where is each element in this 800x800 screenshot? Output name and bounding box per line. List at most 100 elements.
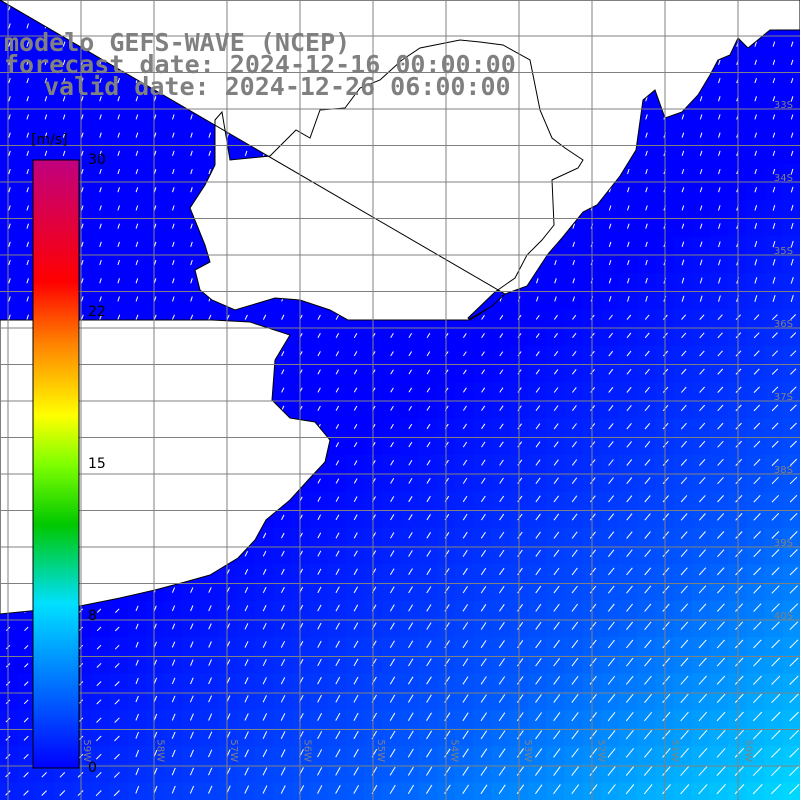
wind-arrow — [172, 150, 175, 156]
wind-arrow — [699, 223, 703, 229]
wind-arrow — [135, 785, 140, 794]
wind-arrow — [534, 784, 543, 795]
wind-arrow — [754, 259, 758, 266]
wind-arrow — [317, 332, 321, 339]
colorbar-tick-15: 15 — [88, 456, 106, 472]
wind-arrow — [407, 712, 414, 721]
wind-arrow — [8, 278, 11, 284]
wind-arrow — [26, 41, 29, 47]
wind-arrow — [699, 277, 703, 284]
wind-arrow — [735, 549, 743, 558]
wind-arrow — [590, 495, 596, 503]
wind-arrow — [789, 476, 798, 485]
wind-arrow — [353, 478, 358, 484]
wind-arrow — [135, 187, 139, 193]
wind-arrow — [172, 114, 175, 120]
wind-arrow — [771, 476, 779, 485]
wind-arrow — [390, 387, 394, 393]
wind-arrow — [99, 114, 102, 120]
wind-arrow — [462, 640, 469, 649]
wind-arrow — [790, 314, 797, 321]
wind-arrow — [571, 748, 579, 758]
wind-arrow — [790, 77, 794, 84]
wind-arrow — [608, 513, 615, 521]
wind-arrow — [481, 387, 486, 393]
wind-arrow — [662, 603, 670, 612]
wind-arrow — [516, 712, 524, 722]
wind-arrow — [608, 423, 614, 430]
wind-arrow — [571, 603, 578, 612]
wind-arrow — [480, 730, 488, 740]
wind-arrow — [498, 585, 505, 594]
wind-arrow — [699, 368, 705, 375]
wind-arrow — [171, 749, 176, 758]
wind-arrow — [681, 150, 685, 156]
wind-arrow — [499, 477, 504, 484]
wind-arrow — [608, 296, 612, 302]
wind-arrow — [462, 730, 469, 740]
wind-arrow — [680, 621, 689, 631]
wind-arrow — [408, 441, 413, 448]
wind-arrow — [462, 513, 468, 521]
wind-arrow — [626, 513, 633, 521]
wind-arrow — [535, 405, 541, 411]
wind-arrow — [426, 694, 432, 703]
wind-arrow — [717, 458, 724, 466]
wind-arrow — [99, 59, 102, 65]
wind-arrow — [608, 332, 613, 339]
wind-arrow — [571, 477, 578, 485]
wind-arrow — [735, 585, 743, 594]
wind-arrow — [790, 41, 794, 47]
wind-arrow — [335, 586, 340, 594]
wind-arrow — [353, 532, 358, 539]
wind-arrow — [462, 351, 467, 357]
wind-arrow — [389, 568, 395, 575]
wind-arrow — [208, 659, 212, 666]
wind-arrow — [498, 784, 506, 795]
wind-arrow — [244, 586, 249, 594]
wind-arrow — [681, 187, 685, 193]
wind-arrow — [317, 712, 323, 721]
wind-arrow — [317, 694, 322, 703]
wind-arrow — [153, 223, 157, 229]
wind-arrow — [680, 458, 688, 466]
wind-arrow — [645, 150, 648, 156]
wind-arrow — [426, 514, 431, 521]
wind-arrow — [481, 459, 486, 466]
wind-arrow — [590, 368, 595, 375]
wind-arrow — [753, 368, 760, 375]
wind-arrow — [390, 405, 394, 411]
wind-arrow — [426, 766, 433, 776]
wind-arrow — [280, 604, 285, 612]
wind-arrow — [317, 622, 322, 630]
wind-arrow — [717, 513, 725, 521]
colorbar-tick-22: 22 — [88, 304, 106, 320]
wind-arrow — [572, 259, 575, 266]
wind-arrow — [317, 351, 321, 357]
wind-arrow — [771, 422, 779, 430]
wind-arrow — [553, 748, 561, 758]
wind-arrow — [335, 442, 340, 448]
wind-arrow — [44, 41, 48, 47]
wind-arrow — [753, 657, 762, 667]
wind-arrow — [244, 314, 248, 320]
wind-arrow — [498, 622, 505, 630]
wind-arrow — [408, 550, 413, 557]
wind-arrow — [81, 168, 84, 175]
wind-arrow — [317, 568, 322, 575]
wind-arrow — [571, 459, 578, 466]
wind-arrow — [499, 495, 505, 503]
wind-arrow — [680, 422, 687, 430]
wind-arrow — [645, 277, 648, 284]
wind-arrow — [517, 387, 522, 393]
wind-arrow — [662, 729, 671, 740]
wind-arrow — [718, 259, 721, 266]
wind-arrow — [262, 749, 268, 758]
wind-arrow — [317, 387, 321, 393]
wind-arrow — [734, 765, 745, 776]
wind-arrow — [171, 659, 176, 666]
wind-arrow — [627, 205, 630, 211]
wind-arrow — [789, 603, 799, 612]
wind-arrow — [408, 622, 414, 630]
wind-arrow — [772, 295, 776, 302]
